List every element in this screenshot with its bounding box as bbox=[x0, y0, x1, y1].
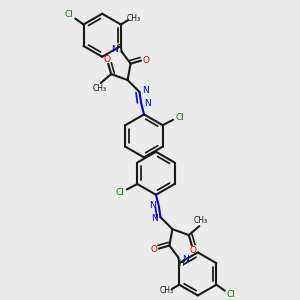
Text: CH₃: CH₃ bbox=[126, 14, 140, 23]
Text: CH₃: CH₃ bbox=[92, 84, 106, 93]
Text: N: N bbox=[182, 255, 189, 264]
Text: Cl: Cl bbox=[226, 290, 235, 299]
Text: Cl: Cl bbox=[116, 188, 124, 196]
Text: O: O bbox=[151, 244, 158, 253]
Text: O: O bbox=[103, 55, 110, 64]
Text: O: O bbox=[142, 56, 149, 64]
Text: H: H bbox=[178, 259, 184, 268]
Text: Cl: Cl bbox=[176, 112, 184, 122]
Text: O: O bbox=[190, 245, 197, 254]
Text: H: H bbox=[116, 41, 122, 50]
Text: N: N bbox=[142, 86, 149, 95]
Text: CH₃: CH₃ bbox=[160, 286, 174, 295]
Text: N: N bbox=[150, 201, 156, 210]
Text: N: N bbox=[151, 214, 158, 223]
Text: Cl: Cl bbox=[65, 10, 74, 19]
Text: N: N bbox=[111, 45, 118, 54]
Text: N: N bbox=[144, 100, 150, 109]
Text: CH₃: CH₃ bbox=[194, 216, 208, 225]
